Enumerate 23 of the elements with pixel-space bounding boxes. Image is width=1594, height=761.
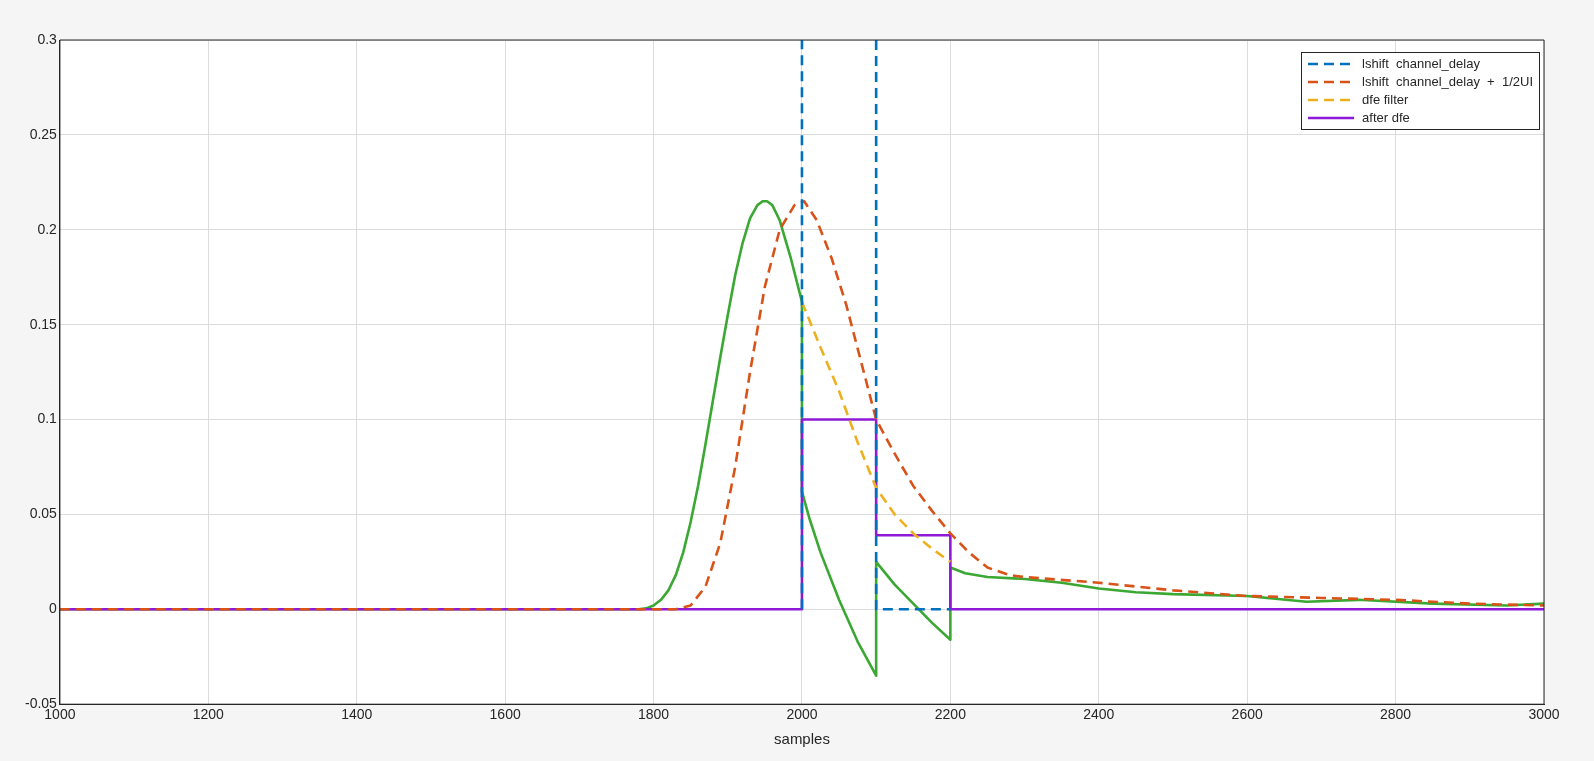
legend-label: dfe filter [1362,91,1409,109]
legend-label: lshift channel_delay [1362,55,1480,73]
y-tick-label: 0.2 [37,220,58,237]
y-tick-label: 0 [49,600,58,617]
x-tick-label: 2000 [786,706,818,723]
y-tick-label: 0.05 [29,505,58,522]
y-tick-label: 0.25 [29,125,58,142]
y-tick-label: 0.15 [29,315,58,332]
x-tick-label: 1200 [192,706,225,723]
legend-label: after dfe [1362,109,1410,127]
x-tick-label: 3000 [1528,706,1560,723]
x-tick-label: 2800 [1380,706,1412,723]
x-axis-title: samples [774,730,830,748]
x-tick-label: 2600 [1231,706,1263,723]
x-tick-label: 2200 [934,706,967,723]
y-tick-label: 0.1 [37,410,58,427]
x-tick-label: 1600 [489,706,521,723]
x-tick-label: 1800 [637,706,670,723]
x-tick-label: 1400 [341,706,373,723]
x-tick-label: 2400 [1083,706,1115,723]
line-series [800,300,952,564]
y-tick-label: 0.3 [37,30,58,47]
legend-label: lshift channel_delay + 1/2UI [1362,73,1533,91]
